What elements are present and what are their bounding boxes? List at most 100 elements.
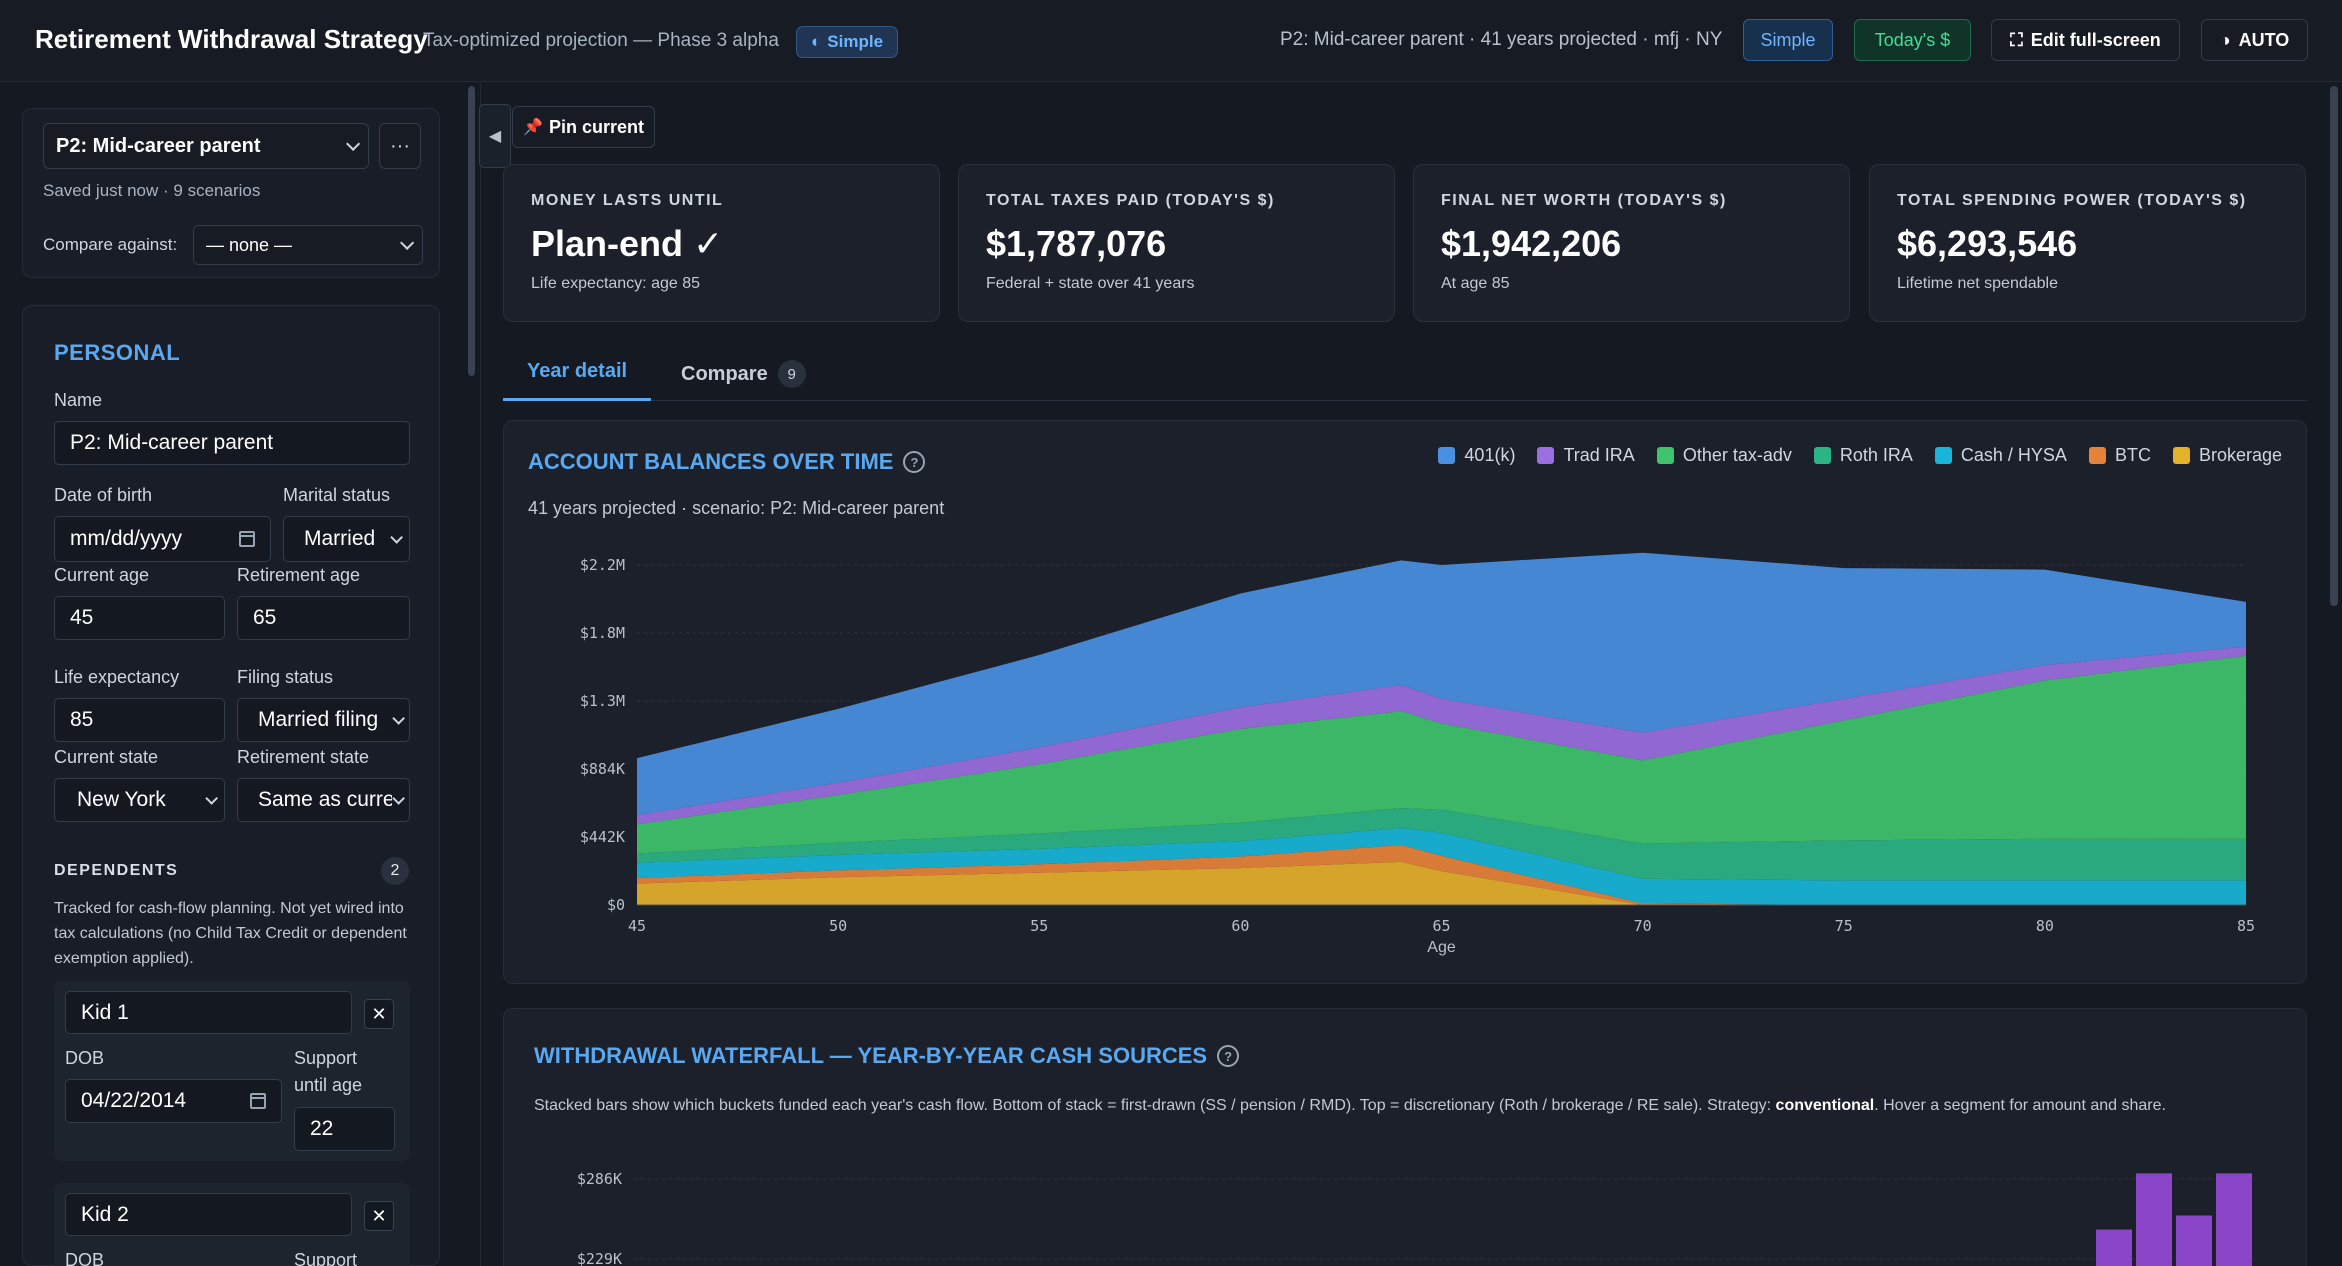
personal-card: PERSONAL Name P2: Mid-career parent Date… bbox=[22, 305, 440, 1266]
kpi-label: TOTAL SPENDING POWER (TODAY'S $) bbox=[1897, 192, 2247, 209]
waterfall-bar[interactable] bbox=[2096, 1229, 2132, 1266]
area-series-401-k-[interactable] bbox=[637, 552, 2246, 815]
legend-item[interactable]: Trad IRA bbox=[1537, 445, 1635, 466]
area-series-cash-hysa[interactable] bbox=[637, 828, 2246, 905]
legend-label: Roth IRA bbox=[1839, 445, 1913, 465]
compare-select-value: — none — bbox=[206, 234, 293, 255]
x-tick-label: 75 bbox=[1835, 917, 1853, 935]
remove-kid-button[interactable]: ✕ bbox=[364, 1201, 394, 1231]
dependents-help: Tracked for cash-flow planning. Not yet … bbox=[54, 900, 407, 967]
kid-name-input[interactable]: Kid 2 bbox=[65, 1193, 352, 1236]
dob-label: Date of birth bbox=[54, 485, 153, 505]
x-axis-label: Age bbox=[1427, 939, 1456, 956]
legend-item[interactable]: Cash / HYSA bbox=[1934, 445, 2067, 466]
active-tab-indicator bbox=[503, 398, 651, 401]
balances-panel: ACCOUNT BALANCES OVER TIME ? 401(k) Trad … bbox=[503, 420, 2307, 984]
calendar-icon bbox=[250, 1093, 266, 1109]
filing-status-label: Filing status bbox=[237, 667, 334, 687]
sidebar-divider bbox=[480, 83, 481, 1266]
edit-full-screen-button[interactable]: ⛶ Edit full-screen bbox=[1991, 19, 2180, 61]
kpi-sub: Lifetime net spendable bbox=[1897, 275, 2058, 292]
waterfall-bar[interactable] bbox=[2216, 1173, 2252, 1266]
chevron-down-icon bbox=[390, 530, 403, 544]
current-state-select[interactable]: New York bbox=[54, 778, 225, 822]
life-expectancy-label: Life expectancy bbox=[54, 667, 180, 687]
kid-dob-label: DOB bbox=[65, 1250, 105, 1266]
help-icon[interactable]: ? bbox=[903, 451, 926, 473]
marital-select-value: Married bbox=[304, 527, 376, 550]
legend-swatch bbox=[1537, 447, 1555, 464]
close-icon: ✕ bbox=[371, 1003, 387, 1024]
legend-item[interactable]: Other tax-adv bbox=[1656, 445, 1792, 466]
kid-dob-input[interactable]: 04/22/2014 bbox=[65, 1079, 282, 1123]
theme-auto-button[interactable]: ◑ AUTO bbox=[2201, 19, 2308, 61]
legend-item[interactable]: Roth IRA bbox=[1813, 445, 1913, 466]
top-bar: Retirement Withdrawal Strategy Tax-optim… bbox=[0, 0, 2342, 82]
sidebar-scrollbar[interactable] bbox=[468, 86, 475, 376]
retirement-age-input[interactable]: 65 bbox=[237, 596, 410, 640]
area-series-btc[interactable] bbox=[637, 845, 2246, 905]
simple-button[interactable]: Simple bbox=[1743, 19, 1833, 61]
waterfall-bar[interactable] bbox=[2136, 1173, 2172, 1266]
kpi-sub: Life expectancy: age 85 bbox=[531, 275, 701, 292]
retirement-age-value: 65 bbox=[253, 606, 277, 629]
waterfall-bar[interactable] bbox=[2176, 1215, 2212, 1266]
life-expectancy-input[interactable]: 85 bbox=[54, 698, 225, 742]
todays-dollars-button[interactable]: Today's $ bbox=[1854, 19, 1971, 61]
retirement-state-select[interactable]: Same as curre bbox=[237, 778, 410, 822]
app-subtitle: Tax-optimized projection — Phase 3 alpha bbox=[423, 30, 779, 51]
legend-item[interactable]: 401(k) bbox=[1438, 445, 1515, 466]
mode-pill[interactable]: ◐ Simple bbox=[796, 26, 899, 58]
dependent-card: Kid 1 ✕ DOB Support until age 04/22/2014… bbox=[54, 981, 410, 1161]
name-input-value: P2: Mid-career parent bbox=[70, 431, 274, 454]
support-label: Support bbox=[294, 1048, 358, 1068]
y-tick-label: $1.8M bbox=[580, 624, 625, 642]
dob-input[interactable]: mm/dd/yyyy bbox=[54, 516, 271, 562]
chevron-down-icon bbox=[400, 235, 415, 250]
legend-label: Brokerage bbox=[2198, 445, 2282, 465]
kpi-label: TOTAL TAXES PAID (TODAY'S $) bbox=[986, 192, 1275, 209]
collapse-sidebar-button[interactable]: ◀ bbox=[479, 104, 511, 168]
y-tick-label: $1.3M bbox=[580, 692, 625, 710]
tab-year-detail[interactable]: Year detail bbox=[527, 360, 628, 382]
kid-name-input[interactable]: Kid 1 bbox=[65, 991, 352, 1034]
remove-kid-button[interactable]: ✕ bbox=[364, 999, 394, 1029]
current-age-input[interactable]: 45 bbox=[54, 596, 225, 640]
area-series-other-tax-adv[interactable] bbox=[637, 655, 2246, 854]
name-input[interactable]: P2: Mid-career parent bbox=[54, 421, 410, 465]
area-series-roth-ira[interactable] bbox=[637, 808, 2246, 881]
contrast-icon: ◑ bbox=[2219, 29, 2231, 50]
chevron-down-icon bbox=[346, 136, 361, 151]
tab-compare[interactable]: Compare 9 bbox=[681, 360, 806, 388]
support-age-input[interactable]: 22 bbox=[294, 1107, 395, 1151]
marital-select[interactable]: Married bbox=[283, 516, 410, 562]
filing-status-select[interactable]: Married filing bbox=[237, 698, 410, 742]
waterfall-strategy: conventional bbox=[1775, 1097, 1875, 1114]
x-tick-label: 50 bbox=[829, 917, 847, 935]
area-series-trad-ira[interactable] bbox=[637, 646, 2246, 825]
legend-item[interactable]: Brokerage bbox=[2172, 445, 2282, 466]
waterfall-title-row: WITHDRAWAL WATERFALL — YEAR-BY-YEAR CASH… bbox=[534, 1043, 1240, 1069]
kpi-label: MONEY LASTS UNTIL bbox=[531, 192, 724, 209]
kpi-final-net-worth: FINAL NET WORTH (TODAY'S $) $1,942,206 A… bbox=[1413, 164, 1850, 322]
waterfall-desc-text: Stacked bars show which buckets funded e… bbox=[534, 1097, 1776, 1114]
legend-item[interactable]: BTC bbox=[2088, 445, 2151, 466]
scenario-more-button[interactable]: ··· bbox=[379, 123, 421, 169]
legend-swatch bbox=[1934, 447, 1952, 464]
retirement-state-label: Retirement state bbox=[237, 747, 370, 767]
retirement-age-label: Retirement age bbox=[237, 565, 361, 585]
main-scrollbar[interactable] bbox=[2330, 86, 2338, 606]
tab-compare-label: Compare bbox=[681, 362, 768, 385]
scenario-select[interactable]: P2: Mid-career parent bbox=[43, 123, 369, 169]
dependents-count-badge: 2 bbox=[381, 857, 409, 885]
expand-icon: ⛶ bbox=[2010, 29, 2023, 50]
help-icon[interactable]: ? bbox=[1217, 1045, 1240, 1067]
y-tick-label: $0 bbox=[607, 896, 625, 914]
compare-select[interactable]: — none — bbox=[193, 225, 423, 265]
pin-current-button[interactable]: 📌 Pin current bbox=[512, 106, 655, 148]
y-tick-label: $2.2M bbox=[580, 556, 625, 574]
legend-label: Other tax-adv bbox=[1682, 445, 1792, 465]
legend-swatch bbox=[2088, 447, 2106, 464]
current-age-value: 45 bbox=[70, 606, 94, 629]
caret-left-icon: ◀ bbox=[488, 128, 502, 145]
